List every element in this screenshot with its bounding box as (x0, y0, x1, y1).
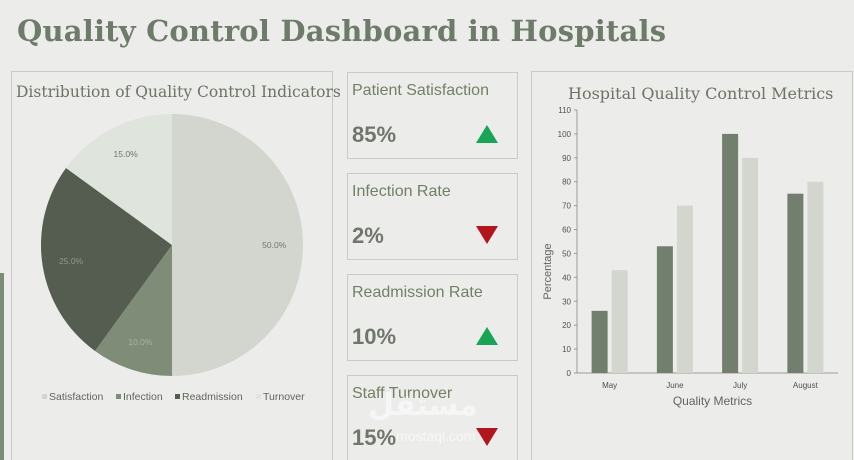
pie-slice-readmission (41, 168, 172, 351)
y-tick-label: 30 (562, 297, 571, 306)
legend-swatch (175, 394, 180, 399)
y-tick-label: 80 (562, 178, 571, 187)
pie-chart-panel: Distribution of Quality Control Indicato… (11, 71, 341, 460)
bar-august-series-2 (807, 181, 824, 373)
legend-label: Infection (123, 391, 163, 403)
bar-chart: 0 10 20 30 40 50 60 70 80 90 100 110 May June July Augu… (542, 106, 838, 408)
kpi-value: 10% (352, 324, 397, 349)
x-tick-label: June (666, 381, 684, 390)
y-tick-label: 90 (562, 154, 571, 163)
pie-chart-title: Distribution of Quality Control Indicato… (16, 83, 341, 101)
pie-slice-satisfaction (172, 114, 303, 376)
trend-up-icon (476, 125, 498, 143)
x-tick-label: May (602, 381, 617, 390)
bar-chart-panel: Hospital Quality Control Metrics 0 10 20 30… (531, 71, 853, 460)
y-tick-label: 110 (558, 106, 571, 115)
watermark-text: mostaql.com (396, 428, 476, 444)
arrow-down-shape (476, 226, 498, 244)
kpi-staff-turnover: Staff Turnover 15% (347, 375, 518, 460)
arrow-up-shape (476, 125, 498, 143)
kpi-label: Patient Satisfaction (352, 82, 489, 99)
arrow-down-shape (476, 428, 498, 446)
bar-may-series-2 (611, 270, 628, 373)
kpi-infection-rate: Infection Rate 2% (347, 173, 518, 260)
y-tick-label: 20 (562, 321, 571, 330)
kpi-value: 85% (352, 122, 397, 147)
y-tick-label: 60 (562, 226, 571, 235)
y-tick-label: 0 (567, 369, 572, 378)
bar-august-series-1 (787, 193, 804, 373)
pie-slice-turnover (66, 114, 172, 245)
y-tick-label: 50 (562, 249, 571, 258)
y-tick-label: 100 (558, 130, 572, 139)
kpi-readmission-rate: Readmission Rate 10% (347, 274, 518, 361)
trend-down-icon (476, 428, 498, 446)
y-tick-label: 70 (562, 202, 571, 211)
bar-july-series-1 (722, 133, 739, 373)
kpi-patient-satisfaction: Patient Satisfaction 85% (347, 72, 518, 159)
legend-swatch (256, 394, 261, 399)
page-title: Quality Control Dashboard in Hospitals (17, 14, 667, 48)
watermark-logo: مستقل (368, 389, 478, 422)
pie-slice-label: 50.0% (262, 240, 287, 250)
legend-swatch (116, 394, 121, 399)
left-edge-accent (0, 273, 4, 460)
arrow-up-shape (476, 327, 498, 345)
bar-june-series-2 (676, 205, 693, 373)
x-axis-label: Quality Metrics (673, 394, 752, 408)
y-tick-label: 40 (562, 273, 571, 282)
pie-slice-label: 15.0% (114, 149, 139, 159)
trend-up-icon (476, 327, 498, 345)
y-axis-label: Percentage (542, 243, 554, 299)
x-tick-label: July (733, 381, 747, 390)
bar-may-series-1 (591, 310, 608, 373)
pie-slice-label: 25.0% (59, 256, 84, 266)
kpi-label: Infection Rate (352, 183, 451, 200)
trend-down-icon (476, 226, 498, 244)
bar-june-series-1 (656, 246, 673, 373)
kpi-label: Staff Turnover (352, 385, 453, 402)
kpi-value: 15% (352, 425, 397, 450)
legend-label: Satisfaction (49, 391, 103, 403)
y-tick-label: 10 (562, 345, 571, 354)
pie-chart: 50.0% 10.0% 25.0% 15.0% Satisfaction Infectio… (41, 114, 305, 403)
bar-july-series-2 (742, 157, 759, 373)
kpi-label: Readmission Rate (352, 284, 483, 301)
legend-label: Readmission (182, 391, 243, 403)
legend-swatch (42, 394, 47, 399)
pie-slice-infection (95, 245, 172, 376)
bar-chart-title: Hospital Quality Control Metrics (568, 84, 834, 103)
x-tick-label: August (793, 381, 819, 390)
legend-label: Turnover (263, 391, 305, 403)
pie-slice-label: 10.0% (128, 337, 153, 347)
kpi-value: 2% (352, 223, 384, 248)
